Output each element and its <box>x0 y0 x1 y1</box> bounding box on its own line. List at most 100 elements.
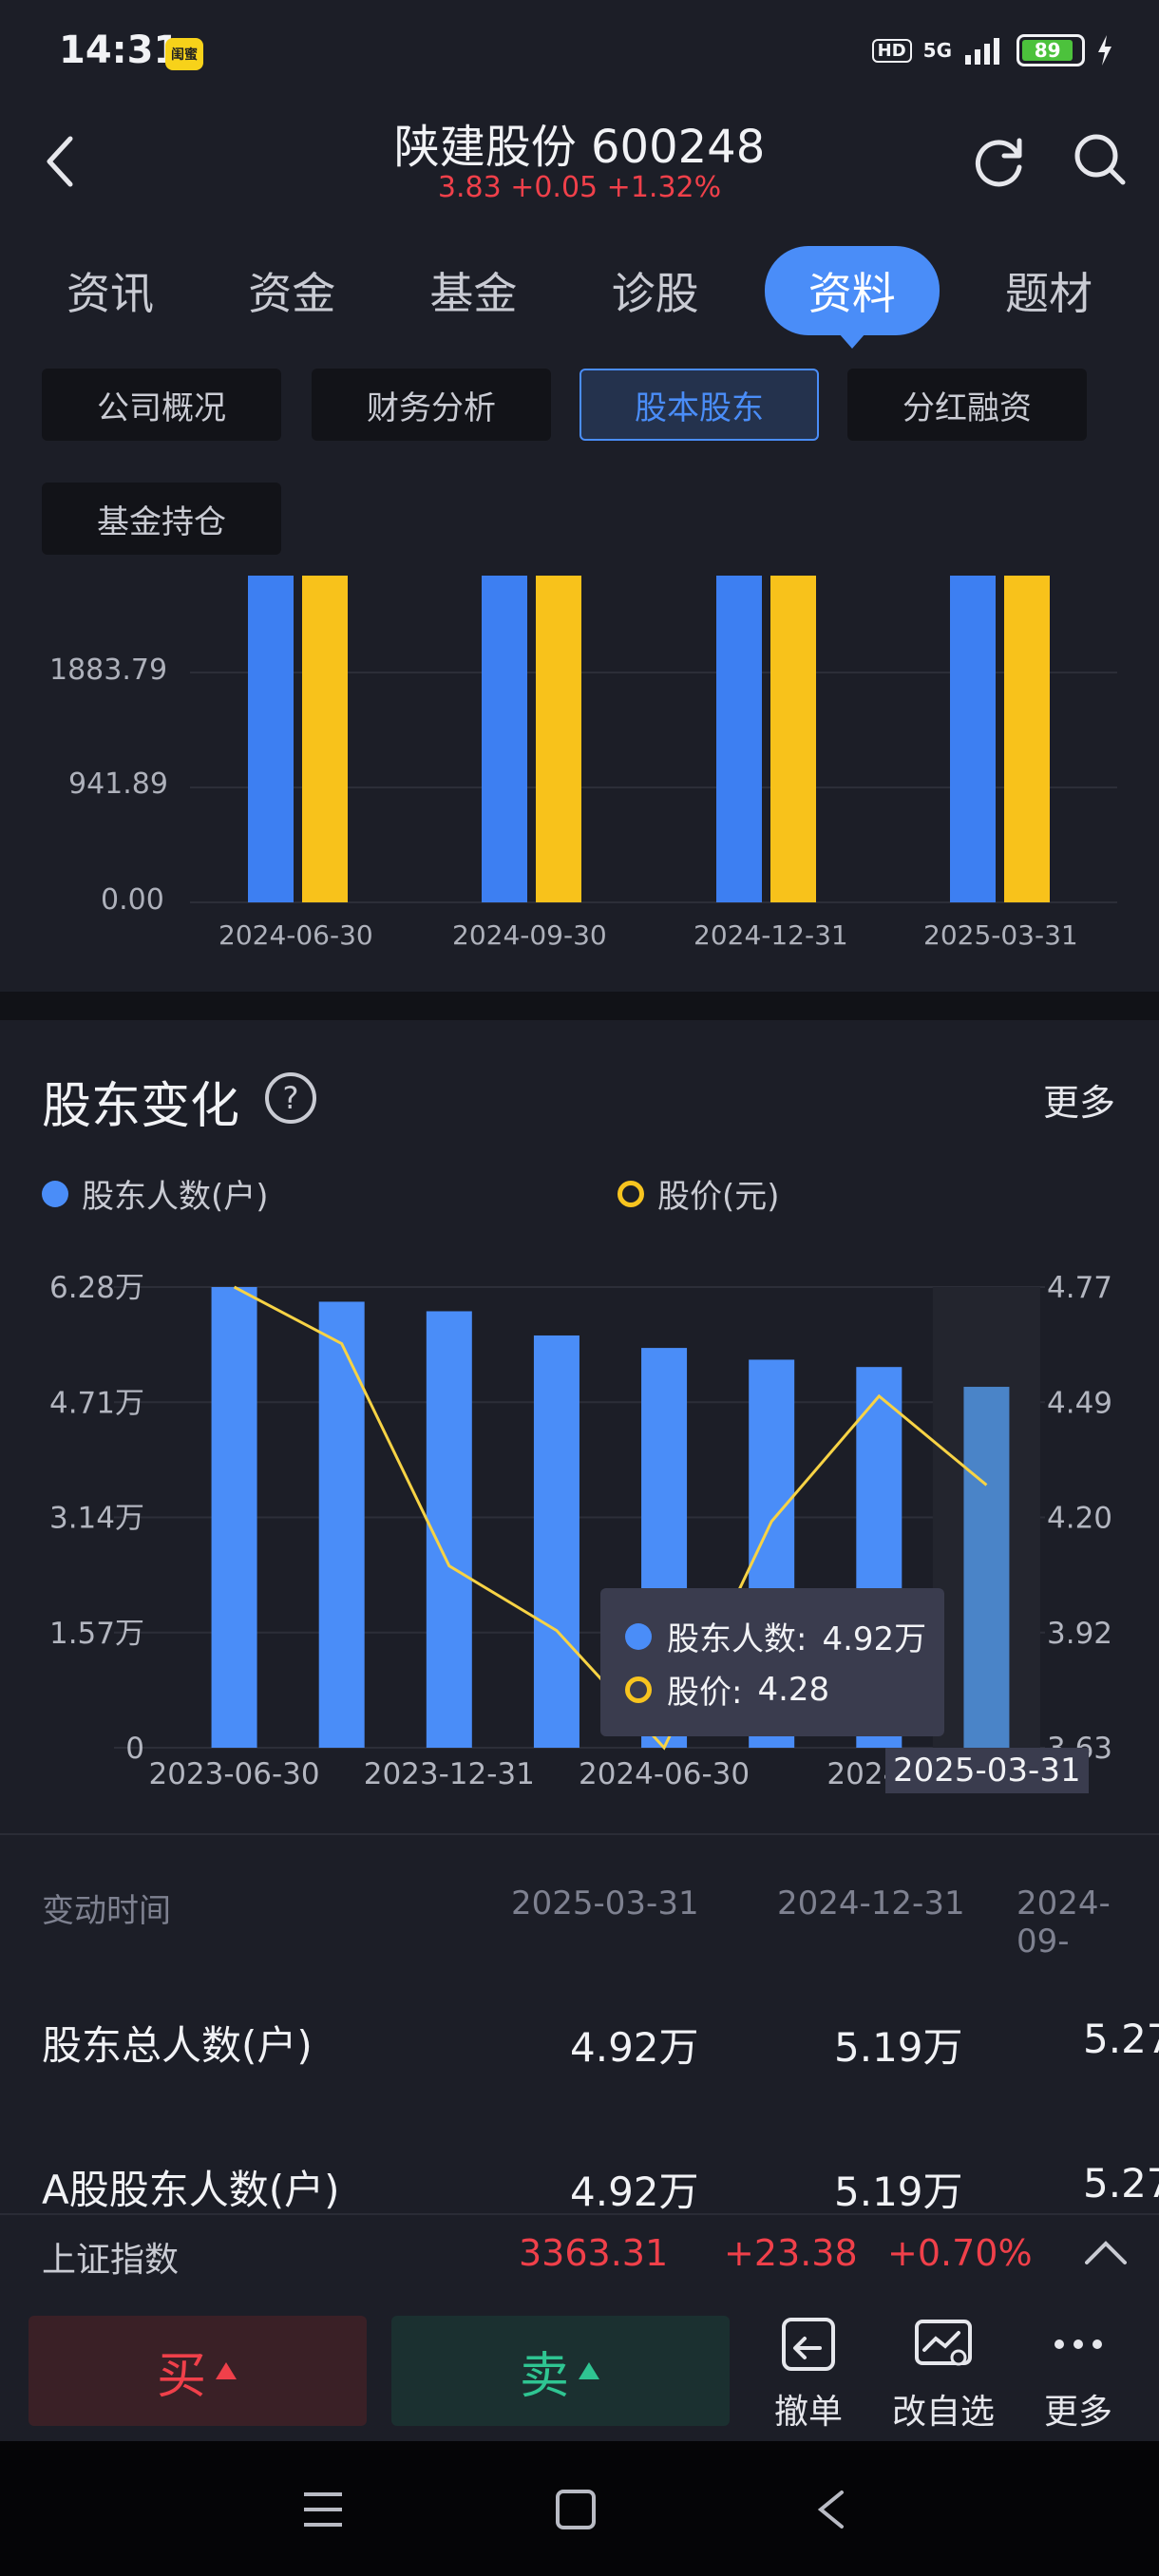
cancel-order-button[interactable]: 撤单 <box>747 2314 870 2434</box>
section-divider <box>0 992 1159 1020</box>
triangle-up-icon <box>216 2362 237 2379</box>
top-chart-xtick: 2025-03-31 <box>923 919 1078 951</box>
capital-bar-yellow-1 <box>302 576 348 902</box>
tooltip-price-label: 股价: <box>667 1674 743 1712</box>
holders-bar <box>318 1301 365 1748</box>
subtab-shareholders[interactable]: 股本股东 <box>580 369 819 441</box>
top-chart-ytick: 1883.79 <box>49 653 168 687</box>
edit-watchlist-button[interactable]: 改自选 <box>882 2314 1005 2434</box>
subtab-fund-holdings[interactable]: 基金持仓 <box>42 483 281 555</box>
x-tick: 2023-06-30 <box>148 1757 319 1791</box>
capital-bar-yellow-4 <box>1004 576 1050 902</box>
holders-bar <box>426 1311 472 1748</box>
row-a-holders-value: 4.92万 <box>570 2169 699 2215</box>
legend-blue-dot <box>42 1180 68 1207</box>
battery-level: 89 <box>1022 39 1074 62</box>
capital-bar-yellow-3 <box>770 576 816 902</box>
tooltip-yellow-dot <box>625 1676 652 1703</box>
tooltip-holders-label: 股东人数: <box>667 1620 808 1658</box>
buy-button[interactable]: 买 <box>28 2316 367 2426</box>
holders-bar <box>533 1335 580 1748</box>
cancel-order-icon <box>782 2318 835 2371</box>
network-type: 5G <box>922 39 952 62</box>
subtab-company-overview[interactable]: 公司概况 <box>42 369 281 441</box>
main-tabs: 资讯 资金 基金 诊股 资料 题材 <box>38 246 1121 349</box>
tooltip-price-value: 4.28 <box>757 1670 830 1709</box>
table-head-col: 2024-12-31 <box>777 1885 965 1923</box>
y-right-tick: 4.77 <box>1047 1271 1112 1305</box>
capital-bar-blue-1 <box>248 576 294 902</box>
edit-watchlist-label: 改自选 <box>891 2393 995 2432</box>
table-head-col: 2025-03-31 <box>511 1885 699 1923</box>
legend-yellow-dot <box>618 1180 644 1207</box>
section-title: 股东变化 <box>42 1078 240 1135</box>
row-total-holders-label: 股东总人数(户) <box>42 2022 313 2069</box>
tab-capital[interactable]: 资金 <box>248 268 336 319</box>
menu-icon[interactable] <box>302 2491 344 2529</box>
chevron-up-icon[interactable] <box>1085 2238 1127 2266</box>
y-left-tick: 4.71万 <box>49 1386 144 1420</box>
index-value: 3363.31 <box>519 2232 669 2274</box>
table-head-col: 2024-09- <box>1016 1885 1111 1960</box>
stock-quote: 3.83 +0.05 +1.32% <box>437 171 722 204</box>
holders-bar <box>963 1387 1010 1748</box>
help-icon[interactable]: ? <box>264 1071 317 1125</box>
table-head-label: 变动时间 <box>42 1892 171 1930</box>
legend-price-label: 股价(元) <box>657 1178 780 1216</box>
x-tick: 2024-06-30 <box>579 1757 750 1791</box>
status-time: 14:31 <box>59 28 180 72</box>
edit-watchlist-icon <box>915 2320 972 2366</box>
row-a-holders-value: 5.27 <box>1083 2160 1159 2207</box>
back-icon[interactable] <box>38 133 86 190</box>
tab-theme[interactable]: 题材 <box>1004 268 1092 319</box>
legend-price: 股价(元) <box>618 1170 780 1217</box>
tab-fund[interactable]: 基金 <box>429 268 518 319</box>
system-nav-bar <box>0 2441 1159 2576</box>
home-icon[interactable] <box>555 2489 597 2530</box>
refresh-icon[interactable] <box>972 133 1029 190</box>
row-total-holders-value: 5.19万 <box>834 2024 963 2071</box>
subtab-dividends[interactable]: 分红融资 <box>847 369 1087 441</box>
row-total-holders-value: 5.27 <box>1083 2016 1159 2062</box>
tooltip-blue-dot <box>625 1622 652 1650</box>
sell-label: 卖 <box>519 2347 569 2405</box>
capital-bar-blue-3 <box>716 576 762 902</box>
capital-chart <box>190 576 1117 903</box>
y-left-tick: 0 <box>125 1732 144 1766</box>
search-icon[interactable] <box>1072 131 1129 188</box>
subtab-financial-analysis[interactable]: 财务分析 <box>312 369 551 441</box>
tab-news[interactable]: 资讯 <box>66 268 154 319</box>
cancel-order-label: 撤单 <box>773 2393 843 2432</box>
y-left-tick: 6.28万 <box>49 1271 144 1305</box>
chart-tooltip: 股东人数: 4.92万 股价: 4.28 <box>600 1588 944 1736</box>
top-chart-xtick: 2024-09-30 <box>452 919 607 951</box>
status-indicators: HD 5G 89 <box>871 34 1113 66</box>
tooltip-date: 2025-03-31 <box>885 1748 1089 1793</box>
index-bar[interactable] <box>0 2213 1159 2301</box>
hd-icon: HD <box>871 38 912 63</box>
top-chart-ytick: 0.00 <box>101 883 164 917</box>
y-right-tick: 4.49 <box>1047 1386 1112 1420</box>
tab-profile[interactable]: 资料 <box>764 246 940 349</box>
sell-button[interactable]: 卖 <box>391 2316 730 2426</box>
row-a-holders-value: 5.19万 <box>834 2169 963 2215</box>
page-title: 陕建股份 600248 <box>393 121 766 174</box>
index-change: +23.38 <box>724 2232 858 2274</box>
y-right-tick: 3.92 <box>1047 1617 1112 1651</box>
capital-bar-blue-4 <box>950 576 996 902</box>
more-button[interactable]: 更多 <box>1016 2314 1140 2434</box>
battery-icon: 89 <box>1016 34 1085 66</box>
legend-holders: 股东人数(户) <box>42 1170 269 1217</box>
nav-back-icon[interactable] <box>813 2489 847 2530</box>
x-tick: 2023-12-31 <box>364 1757 535 1791</box>
capital-bar-blue-2 <box>482 576 527 902</box>
more-link[interactable]: 更多 <box>1042 1082 1115 1124</box>
tooltip-holders-value: 4.92万 <box>822 1620 927 1658</box>
charging-icon <box>1098 35 1112 66</box>
app-notification-icon: 闺蜜 <box>165 38 203 70</box>
top-chart-xtick: 2024-12-31 <box>694 919 848 951</box>
buy-label: 买 <box>156 2347 206 2405</box>
more-dots-icon <box>1054 2339 1102 2349</box>
tab-diagnosis[interactable]: 诊股 <box>611 268 699 319</box>
